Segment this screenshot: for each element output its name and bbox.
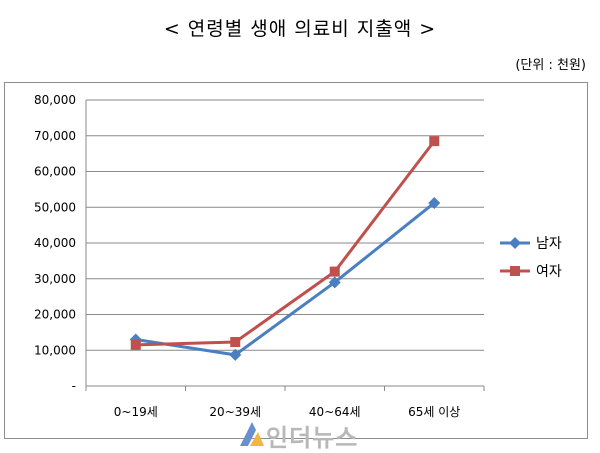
y-tick-label: 50,000: [34, 200, 76, 214]
x-tick-label: 65세 이상: [408, 405, 460, 419]
y-tick-label: 80,000: [34, 93, 76, 107]
legend-label: 남자: [536, 236, 562, 252]
data-point: [230, 337, 241, 348]
legend-marker: [509, 237, 521, 249]
x-tick-label: 0~19세: [114, 405, 158, 419]
y-tick-label: -: [72, 379, 76, 393]
y-tick-label: 20,000: [34, 308, 76, 322]
y-tick-label: 70,000: [34, 129, 76, 143]
data-point: [428, 196, 441, 209]
data-point: [328, 276, 341, 289]
series-line: [135, 140, 436, 347]
y-tick-label: 60,000: [34, 165, 76, 179]
series-line: [135, 201, 436, 357]
unit-label: (단위 : 천원): [515, 58, 586, 73]
watermark-logo-icon: [240, 422, 264, 446]
data-point: [229, 348, 242, 361]
legend-label: 여자: [536, 264, 562, 280]
watermark: 인더뉴스: [238, 418, 388, 452]
legend-marker: [510, 266, 520, 276]
data-point: [130, 339, 141, 350]
x-tick-label: 20~39세: [209, 405, 261, 419]
data-point: [329, 266, 340, 277]
watermark-text: 인더뉴스: [266, 424, 359, 452]
chart-title: < 연령별 생애 의료비 지출액 >: [163, 18, 437, 40]
y-tick-label: 40,000: [34, 236, 76, 250]
x-tick-label: 40~64세: [309, 405, 361, 419]
chart-frame: [4, 82, 588, 439]
y-tick-label: 30,000: [34, 272, 76, 286]
data-point: [429, 136, 440, 147]
y-tick-label: 10,000: [34, 343, 76, 357]
